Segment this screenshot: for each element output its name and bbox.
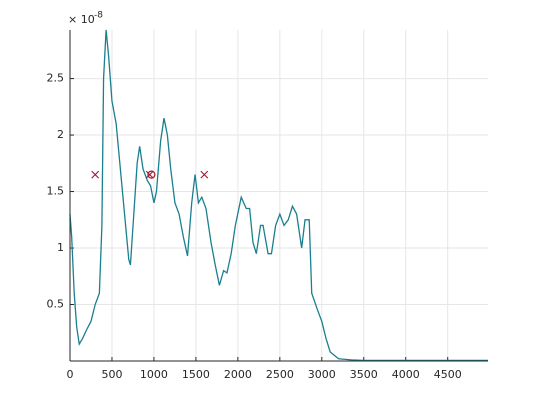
x-tick-label: 1000 (140, 368, 168, 381)
y-multiplier-exponent: -8 (94, 11, 103, 21)
marker-cross (145, 170, 154, 179)
y-tick-label: 2.5 (47, 72, 65, 85)
x-tick-label: 3000 (308, 368, 336, 381)
x-tick-label: 500 (101, 368, 122, 381)
x-tick-label: 4000 (392, 368, 420, 381)
x-tick-label: 4500 (434, 368, 462, 381)
x-tick-label: 1500 (182, 368, 210, 381)
marker-cross (200, 170, 209, 179)
data-line (69, 29, 488, 362)
x-tick-label: 3500 (350, 368, 378, 381)
y-tick-label: 2 (57, 128, 64, 141)
y-multiplier-base: × 10 (68, 13, 95, 26)
y-tick-label: 1 (57, 241, 64, 254)
y-tick-label: 0.5 (47, 298, 65, 311)
y-tick-label: 1.5 (47, 185, 65, 198)
marker-circle (147, 170, 156, 179)
marker-cross (91, 170, 100, 179)
x-tick-label: 0 (67, 368, 74, 381)
x-tick-label: 2000 (224, 368, 252, 381)
x-tick-label: 2500 (266, 368, 294, 381)
